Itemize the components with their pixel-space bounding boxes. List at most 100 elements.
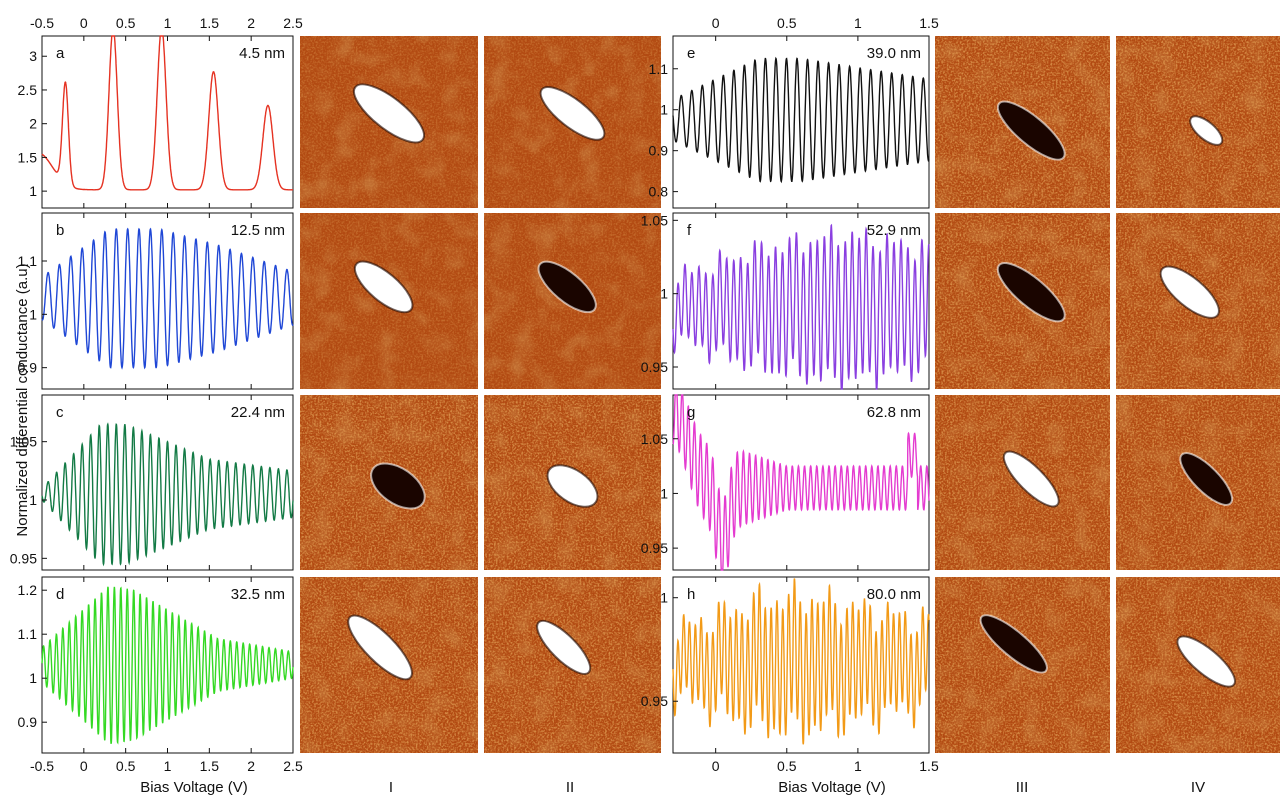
series-line <box>672 394 930 571</box>
spectrum-panel-g: 0.95 1 1.05 g 62.8 nm <box>641 394 930 571</box>
column-label-II: II <box>566 779 574 796</box>
y-tick-label: 0.9 <box>649 143 669 159</box>
stm-image-row1-col1 <box>300 36 478 208</box>
x-tick-label-bottom: -0.5 <box>30 758 54 774</box>
x-tick-label-bottom: 1 <box>854 758 862 774</box>
column-label-IV: IV <box>1191 779 1205 796</box>
series-line <box>41 227 294 370</box>
y-axis-label: Normalized differential conductance (a.u… <box>14 263 31 536</box>
series-line <box>41 35 293 191</box>
panel-letter: e <box>687 45 695 62</box>
panel-letter: d <box>56 586 64 603</box>
stm-image-row2-col2 <box>484 213 661 389</box>
thickness-annotation: 39.0 nm <box>867 45 921 62</box>
y-tick-label: 1.1 <box>649 61 669 77</box>
spectrum-panel-a: 1 1.5 2 2.5 3 -0.5 0 0.5 1 1.5 2 2.5 a 4.5 nm <box>18 15 303 209</box>
x-tick-label-top: 2.5 <box>283 15 303 31</box>
stm-feature-blob <box>347 614 413 681</box>
stm-image-row3-col2 <box>484 395 661 570</box>
y-tick-label: 1 <box>660 286 668 302</box>
panel-letter: f <box>687 222 692 239</box>
x-tick-label-bottom: 0.5 <box>116 758 136 774</box>
x-tick-label-bottom: 0.5 <box>777 758 797 774</box>
column-label-I: I <box>389 779 393 796</box>
x-tick-label-bottom: 0 <box>80 758 88 774</box>
stm-image-row2-col1 <box>300 213 478 389</box>
thickness-annotation: 62.8 nm <box>867 404 921 421</box>
y-tick-label: 1.05 <box>641 212 668 228</box>
series-line <box>672 223 930 390</box>
x-axis-label-right: Bias Voltage (V) <box>778 779 886 796</box>
thickness-annotation: 80.0 nm <box>867 586 921 603</box>
stm-feature-blob <box>996 100 1066 161</box>
y-tick-label: 1 <box>29 492 37 508</box>
stm-image-row4-col4 <box>1116 577 1280 753</box>
thickness-annotation: 52.9 nm <box>867 222 921 239</box>
x-tick-label-bottom: 0 <box>712 758 720 774</box>
x-tick-label-top: 1.5 <box>919 15 939 31</box>
x-tick-label-bottom: 2 <box>247 758 255 774</box>
x-tick-label-top: 0 <box>80 15 88 31</box>
thickness-annotation: 12.5 nm <box>231 222 285 239</box>
thickness-annotation: 32.5 nm <box>231 586 285 603</box>
x-tick-label-top: 0.5 <box>116 15 136 31</box>
y-tick-label: 1.5 <box>18 149 38 165</box>
y-tick-label: 1.05 <box>641 431 668 447</box>
x-tick-label-bottom: 2.5 <box>283 758 303 774</box>
stm-feature-blob <box>370 462 426 510</box>
panel-letter: a <box>56 45 65 62</box>
x-tick-label-bottom: 1.5 <box>919 758 939 774</box>
thickness-annotation: 22.4 nm <box>231 404 285 421</box>
stm-feature-blob <box>1189 115 1224 146</box>
stm-image-row2-col3 <box>935 213 1110 389</box>
spectrum-panel-b: 0.9 1 1.1 b 12.5 nm <box>18 212 294 390</box>
y-tick-label: 1.05 <box>10 434 37 450</box>
y-tick-label: 2.5 <box>18 82 38 98</box>
y-tick-label: 1 <box>660 102 668 118</box>
panel-letter: c <box>56 404 64 421</box>
x-tick-label-top: 1.5 <box>200 15 220 31</box>
stm-feature-blob <box>353 83 425 144</box>
panel-letter: h <box>687 586 695 603</box>
stm-image-grid <box>300 36 1280 753</box>
series-line <box>672 56 930 184</box>
plot-frame <box>41 394 294 571</box>
x-axis-label-left: Bias Voltage (V) <box>140 779 248 796</box>
stm-image-row1-col3 <box>935 36 1110 208</box>
x-tick-label-top: 2 <box>247 15 255 31</box>
y-tick-label: 0.95 <box>641 693 668 709</box>
spectrum-panel-h: 0.95 1 0 0.5 1 1.5 h 80.0 nm <box>641 576 939 774</box>
column-label-III: III <box>1016 779 1029 796</box>
figure-labels: Normalized differential conductance (a.u… <box>14 263 1205 796</box>
spectra-panels: 1 1.5 2 2.5 3 -0.5 0 0.5 1 1.5 2 2.5 a 4.5 nm 0.9 1 1.1 b… <box>10 15 939 774</box>
series-line <box>672 578 930 745</box>
x-tick-label-top: -0.5 <box>30 15 54 31</box>
panel-letter: g <box>687 404 695 421</box>
y-tick-label: 0.8 <box>649 184 669 200</box>
stm-feature-blob <box>536 619 592 675</box>
y-tick-label: 1 <box>29 183 37 199</box>
y-tick-label: 0.9 <box>18 360 38 376</box>
y-tick-label: 1 <box>660 590 668 606</box>
spectrum-panel-c: 0.95 1 1.05 c 22.4 nm <box>10 394 294 571</box>
x-tick-label-top: 1 <box>164 15 172 31</box>
stm-feature-blob <box>539 86 606 141</box>
stm-feature-blob <box>1159 265 1220 319</box>
stm-feature-blob <box>1176 635 1236 688</box>
x-tick-label-top: 0 <box>712 15 720 31</box>
y-tick-label: 1.2 <box>18 582 38 598</box>
stm-image-row1-col2 <box>484 36 661 208</box>
y-tick-label: 1.1 <box>18 253 38 269</box>
y-tick-label: 0.95 <box>641 359 668 375</box>
y-tick-label: 1 <box>29 670 37 686</box>
y-tick-label: 0.95 <box>10 550 37 566</box>
stm-image-row1-col4 <box>1116 36 1280 208</box>
spectrum-panel-d: 0.9 1 1.1 1.2 -0.5 0 0.5 1 1.5 2 2.5 d 32.5 nm <box>18 576 303 774</box>
stm-image-row4-col3 <box>935 577 1110 753</box>
y-tick-label: 0.95 <box>641 540 668 556</box>
stm-feature-blob <box>1179 452 1234 506</box>
stm-image-row4-col2 <box>484 577 661 753</box>
x-tick-label-bottom: 1 <box>164 758 172 774</box>
